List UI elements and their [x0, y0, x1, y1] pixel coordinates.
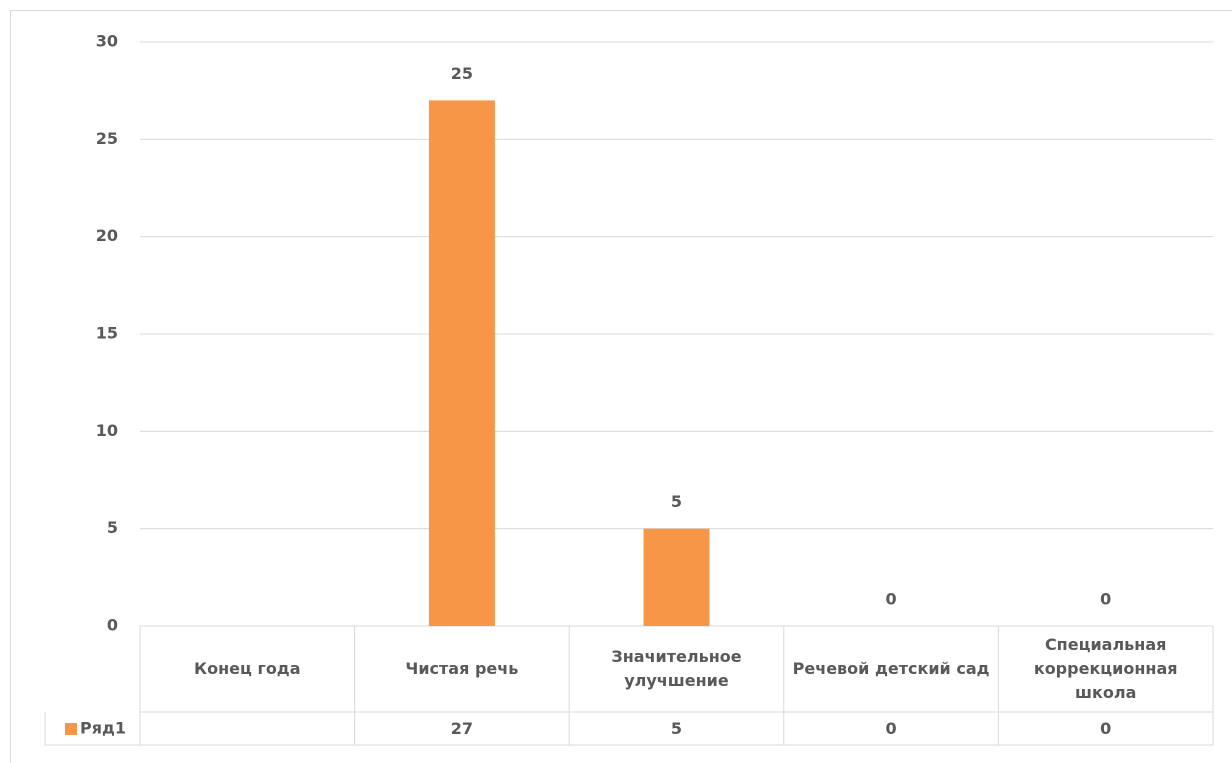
data-label: 0 [886, 590, 897, 609]
x-tick-label: Конец года [194, 659, 301, 678]
bar [643, 528, 710, 626]
x-tick-label: Речевой детский сад [792, 659, 990, 678]
data-label: 0 [1100, 590, 1111, 609]
table-value: 0 [1100, 718, 1112, 738]
y-tick-label: 30 [96, 32, 118, 51]
y-tick-label: 15 [96, 324, 118, 343]
y-tick-label: 0 [107, 616, 118, 635]
table-value: 5 [670, 718, 683, 738]
y-tick-label: 5 [107, 518, 118, 537]
legend-swatch [65, 723, 77, 735]
x-tick-label: Значительное улучшение [611, 647, 742, 690]
table-value: 27 [450, 718, 474, 738]
x-tick-label: Специальная коррекционная школа [1033, 635, 1178, 702]
bar [428, 100, 495, 626]
chart-border [10, 10, 1232, 763]
y-tick-label: 10 [96, 421, 118, 440]
table-value: 0 [885, 718, 897, 738]
x-tick-label: Чистая речь [405, 659, 519, 678]
legend-label: Ряд1 [80, 719, 126, 738]
data-label: 5 [671, 492, 682, 511]
data-label: 25 [451, 64, 473, 83]
y-tick-label: 25 [96, 129, 118, 148]
y-tick-label: 20 [96, 226, 118, 245]
